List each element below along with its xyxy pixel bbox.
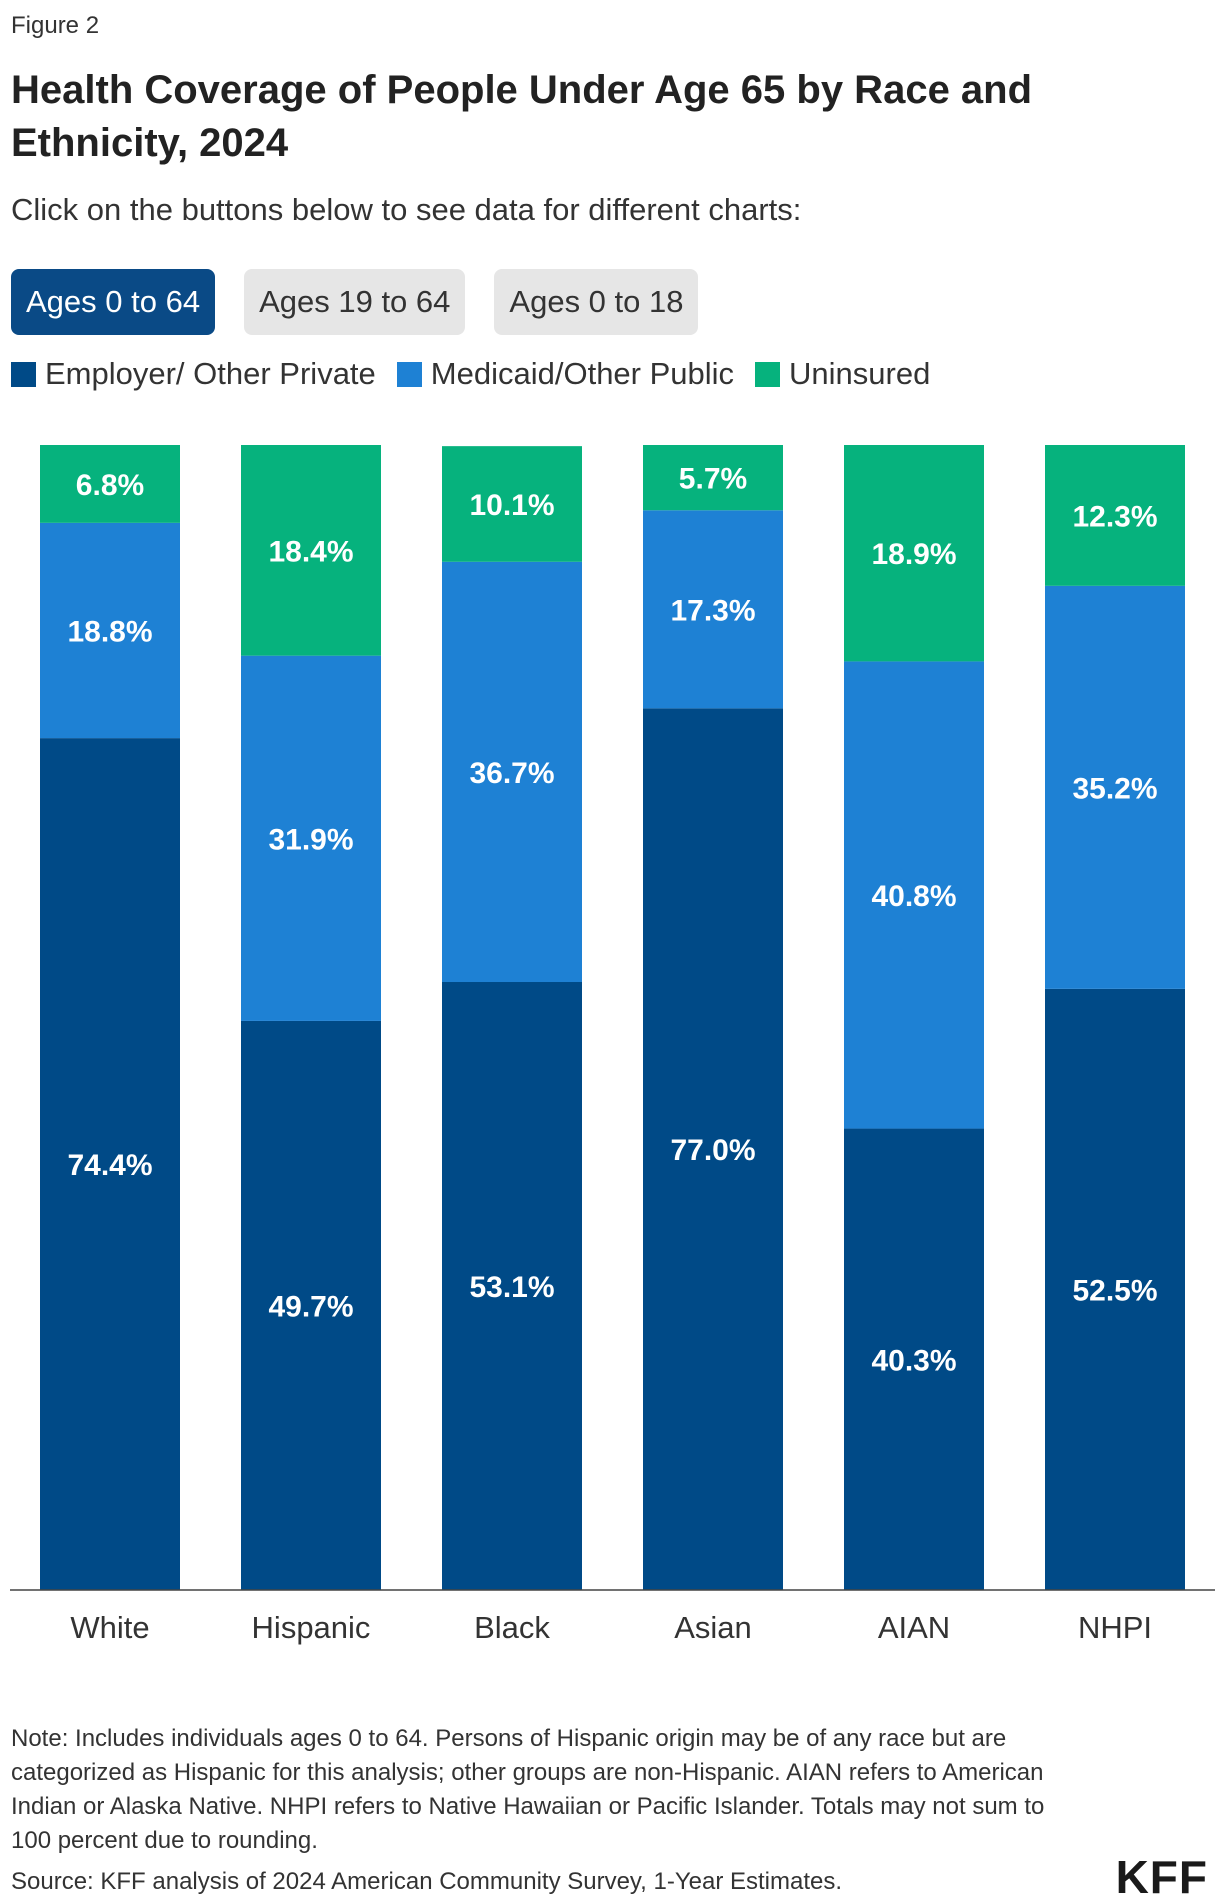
bar-medicaid-nhpi bbox=[1045, 585, 1185, 989]
bar-medicaid-asian bbox=[643, 510, 783, 709]
data-label-employer-aian: 40.3% bbox=[871, 1344, 956, 1377]
bar-employer-aian bbox=[844, 1128, 984, 1590]
stacked-bar-chart: 74.4% 18.8% 6.8% White 49.7% 31.9% 18.4% Hispan… bbox=[10, 445, 1215, 1645]
data-label-employer-white: 74.4% bbox=[67, 1149, 152, 1182]
data-label-medicaid-asian: 17.3% bbox=[670, 594, 755, 627]
legend-swatch-employer bbox=[11, 361, 36, 387]
data-label-uninsured-nhpi: 12.3% bbox=[1072, 500, 1157, 533]
bar-uninsured-aian bbox=[844, 445, 984, 662]
data-label-medicaid-hispanic: 31.9% bbox=[268, 823, 353, 856]
ages-0-to-18-button[interactable]: Ages 0 to 18 bbox=[494, 269, 699, 335]
legend-label-employer: Employer/ Other Private bbox=[45, 356, 376, 391]
data-label-uninsured-asian: 5.7% bbox=[679, 463, 747, 496]
legend-label-uninsured: Uninsured bbox=[789, 356, 931, 391]
bar-uninsured-black bbox=[442, 446, 582, 562]
data-label-employer-black: 53.1% bbox=[469, 1271, 554, 1304]
kff-logo: KFF bbox=[1115, 1851, 1208, 1903]
legend-swatch-uninsured bbox=[755, 361, 781, 387]
chart-legend: Employer/ Other Private Medicaid/Other P… bbox=[11, 356, 951, 392]
data-label-employer-nhpi: 52.5% bbox=[1072, 1274, 1157, 1307]
bar-employer-nhpi bbox=[1045, 988, 1185, 1590]
bar-medicaid-black bbox=[442, 561, 582, 983]
data-label-uninsured-hispanic: 18.4% bbox=[268, 535, 353, 568]
data-label-medicaid-nhpi: 35.2% bbox=[1072, 772, 1157, 805]
data-label-employer-hispanic: 49.7% bbox=[268, 1290, 353, 1323]
x-tick-label-nhpi: NHPI bbox=[1078, 1610, 1152, 1645]
data-label-medicaid-aian: 40.8% bbox=[871, 880, 956, 913]
x-tick-label-asian: Asian bbox=[674, 1610, 752, 1645]
x-tick-label-white: White bbox=[70, 1610, 149, 1645]
legend-item-uninsured: Uninsured bbox=[755, 356, 930, 392]
x-tick-label-hispanic: Hispanic bbox=[252, 1610, 371, 1645]
bar-employer-black bbox=[442, 982, 582, 1590]
chart-title: Health Coverage of People Under Age 65 b… bbox=[11, 68, 1033, 165]
legend-item-employer: Employer/ Other Private bbox=[11, 356, 376, 392]
legend-label-medicaid: Medicaid/Other Public bbox=[430, 356, 735, 391]
data-label-employer-asian: 77.0% bbox=[670, 1134, 755, 1167]
x-tick-label-aian: AIAN bbox=[878, 1610, 950, 1645]
data-label-uninsured-aian: 18.9% bbox=[871, 538, 956, 571]
ages-19-to-64-button[interactable]: Ages 19 to 64 bbox=[244, 269, 466, 335]
bar-uninsured-hispanic bbox=[241, 445, 381, 656]
bar-medicaid-white bbox=[40, 522, 180, 739]
data-label-uninsured-white: 6.8% bbox=[76, 469, 144, 502]
figure-label: Figure 2 bbox=[11, 12, 100, 39]
chart-subtitle: Click on the buttons below to see data f… bbox=[11, 192, 802, 227]
bar-uninsured-white bbox=[40, 445, 180, 523]
x-tick-label-black: Black bbox=[474, 1610, 550, 1645]
bar-employer-white bbox=[40, 738, 180, 1590]
legend-swatch-medicaid bbox=[396, 361, 422, 387]
bar-uninsured-nhpi bbox=[1045, 445, 1185, 586]
bar-employer-asian bbox=[643, 708, 783, 1590]
legend-item-medicaid: Medicaid/Other Public bbox=[396, 356, 735, 392]
chart-source: Source: KFF analysis of 2024 American Co… bbox=[11, 1868, 843, 1895]
data-label-uninsured-black: 10.1% bbox=[469, 489, 554, 522]
chart-note: Note: Includes individuals ages 0 to 64.… bbox=[11, 1725, 1045, 1854]
bar-medicaid-aian bbox=[844, 661, 984, 1129]
bar-employer-hispanic bbox=[241, 1020, 381, 1590]
data-label-medicaid-black: 36.7% bbox=[469, 757, 554, 790]
age-group-toggle: Ages 0 to 64 Ages 19 to 64 Ages 0 to 18 bbox=[11, 269, 699, 335]
bar-uninsured-asian bbox=[643, 445, 783, 511]
ages-0-to-64-button[interactable]: Ages 0 to 64 bbox=[11, 269, 216, 335]
data-label-medicaid-white: 18.8% bbox=[67, 615, 152, 648]
bar-medicaid-hispanic bbox=[241, 655, 381, 1021]
